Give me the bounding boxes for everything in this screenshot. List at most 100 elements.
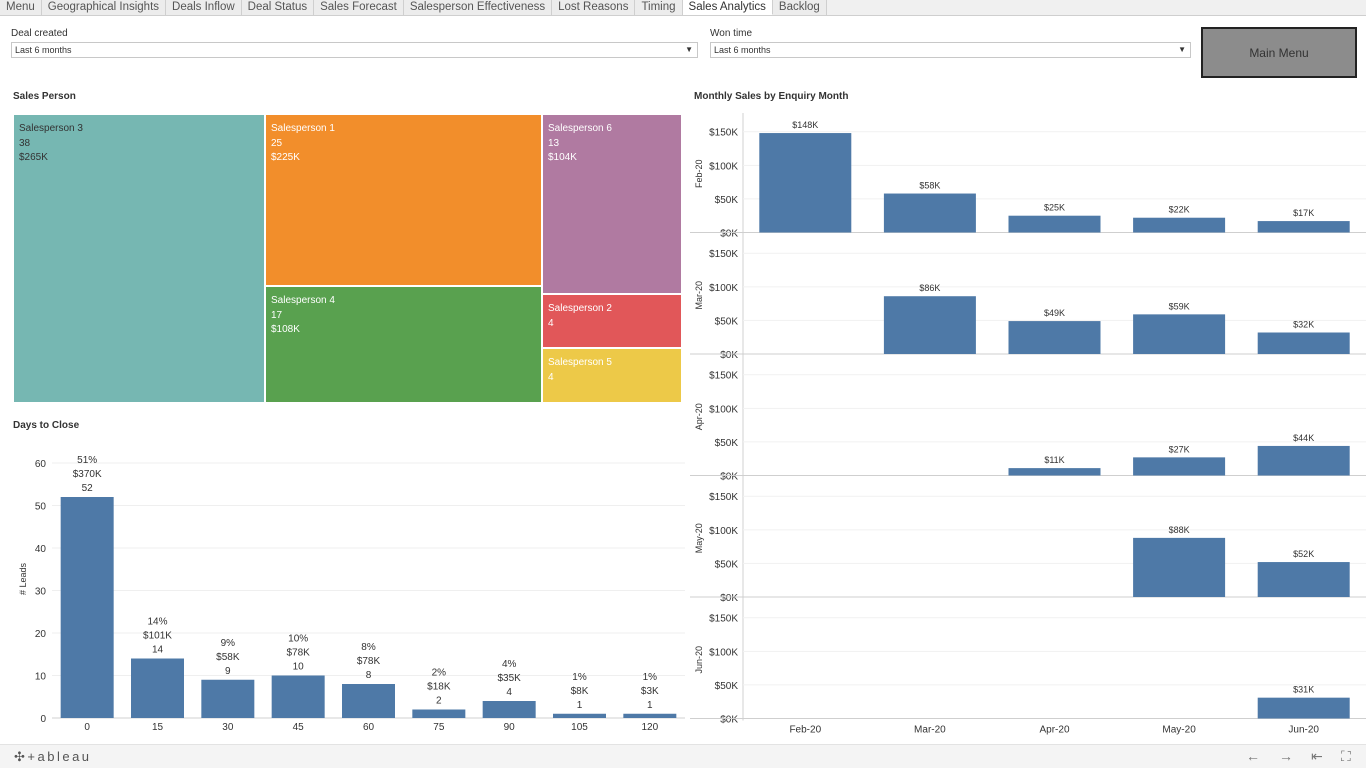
bar [1257,562,1350,597]
bar [883,193,976,233]
bar-count-label: 1 [647,700,653,711]
days-to-close-title: Days to Close [13,420,80,431]
y-tick-label: $0K [720,229,738,240]
y-tick-label: $150K [709,614,738,625]
bar-amount-label: $370K [73,469,102,480]
deal-created-dropdown[interactable]: Last 6 months ▼ [11,42,698,58]
deal-created-value: Last 6 months [15,45,72,55]
y-tick-label: $50K [715,438,739,449]
x-tick-label: Jun-20 [1288,725,1319,736]
bar-percent-label: 51% [77,455,97,466]
x-tick-label: 30 [222,722,234,733]
tab-backlog[interactable]: Backlog [772,0,827,15]
bar-percent-label: 14% [147,617,167,628]
bar [1257,445,1350,476]
treemap-tile-salesperson-1[interactable]: Salesperson 1 25 $225K [265,114,542,286]
y-tick-label: $50K [715,559,739,570]
redo-icon[interactable]: → [1279,748,1293,764]
bar [1133,537,1226,597]
x-tick-label: 15 [152,722,164,733]
bar-value-label: $58K [919,181,940,191]
x-tick-label: 0 [84,722,90,733]
revert-icon[interactable]: ⇤ [1311,748,1323,764]
bar [412,709,466,718]
sales-person-title: Sales Person [13,91,76,102]
fullscreen-icon[interactable]: ⛶ [1341,748,1351,764]
y-tick-label: $50K [715,316,739,327]
x-tick-label: 105 [571,722,588,733]
y-tick-label: $150K [709,371,738,382]
row-header-label: Apr-20 [694,403,704,430]
bar-amount-label: $18K [427,682,451,693]
bar [1008,215,1101,233]
tile-amount: $265K [19,152,48,163]
y-tick-label: 30 [35,587,47,598]
tab-timing[interactable]: Timing [635,0,683,15]
treemap-tile-salesperson-5[interactable]: Salesperson 5 4 [542,348,682,403]
bar-value-label: $59K [1169,301,1190,311]
tile-name: Salesperson 4 [271,295,335,306]
bar [131,658,184,718]
tab-geographical-insights[interactable]: Geographical Insights [41,0,167,15]
y-tick-label: $0K [720,350,738,361]
tableau-logo-icon: ✣ [14,749,28,764]
tile-name: Salesperson 1 [271,123,335,134]
y-tick-label: $150K [709,492,738,503]
tab-sales-analytics[interactable]: Sales Analytics [682,0,773,15]
y-axis-label: # Leads [18,562,28,595]
tile-name: Salesperson 6 [548,123,612,134]
row-header-label: Mar-20 [694,281,704,310]
bar-count-label: 10 [293,662,305,673]
row-header-label: Feb-20 [694,159,704,188]
monthly-sales-title: Monthly Sales by Enquiry Month [694,91,849,102]
tab-deals-inflow[interactable]: Deals Inflow [166,0,242,15]
tab-lost-reasons[interactable]: Lost Reasons [552,0,636,15]
bar-amount-label: $35K [497,673,521,684]
x-tick-label: Mar-20 [914,725,946,736]
bar-count-label: 14 [152,645,164,656]
x-tick-label: Feb-20 [789,725,821,736]
tile-count: 13 [548,137,560,149]
x-tick-label: 60 [363,722,375,733]
y-tick-label: 60 [35,459,47,470]
y-tick-label: $100K [709,404,738,415]
undo-icon[interactable]: ← [1246,748,1260,764]
y-tick-label: 50 [35,502,47,513]
bar-count-label: 4 [506,687,512,698]
y-tick-label: $0K [720,472,738,483]
won-time-value: Last 6 months [714,45,771,55]
bar-amount-label: $58K [216,652,240,663]
main-menu-button[interactable]: Main Menu [1201,27,1357,78]
row-header-label: May-20 [694,523,704,553]
bar [883,296,976,354]
bar [1133,217,1226,233]
tab-sales-forecast[interactable]: Sales Forecast [314,0,404,15]
y-tick-label: $0K [720,715,738,726]
tile-amount: $104K [548,152,577,163]
bar-count-label: 2 [436,696,442,707]
tile-count: 17 [271,309,283,321]
won-time-dropdown[interactable]: Last 6 months ▼ [710,42,1191,58]
tile-name: Salesperson 5 [548,357,612,368]
tableau-logo: ✣+ableau [14,749,92,765]
bar-amount-label: $78K [286,648,310,659]
treemap-tile-salesperson-2[interactable]: Salesperson 2 4 [542,294,682,348]
bar-percent-label: 1% [643,672,658,683]
bar-value-label: $25K [1044,203,1065,213]
tableau-logo-text: +ableau [27,749,92,764]
treemap-tile-salesperson-4[interactable]: Salesperson 4 17 $108K [265,286,542,403]
bar [1257,221,1350,233]
bar-value-label: $22K [1169,205,1190,215]
y-tick-label: $100K [709,526,738,537]
tab-deal-status[interactable]: Deal Status [241,0,315,15]
treemap-tile-salesperson-6[interactable]: Salesperson 6 13 $104K [542,114,682,294]
tab-salesperson-effectiveness[interactable]: Salesperson Effectiveness [403,0,553,15]
tab-menu[interactable]: Menu [0,0,42,15]
y-tick-label: $100K [709,161,738,172]
tile-amount: $108K [271,324,300,335]
tile-amount: $225K [271,152,300,163]
treemap-tile-salesperson-3[interactable]: Salesperson 3 38 $265K [13,114,265,403]
tile-count: 4 [548,371,554,383]
bar-count-label: 8 [366,670,372,681]
